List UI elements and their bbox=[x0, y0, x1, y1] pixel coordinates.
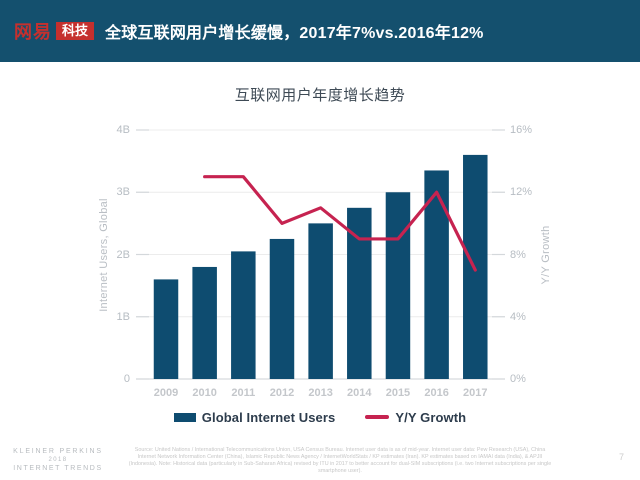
bar-swatch-icon bbox=[173, 412, 196, 422]
left-axis-tick: 2B bbox=[116, 248, 130, 261]
left-axis-tick: 4B bbox=[116, 124, 130, 136]
bar-2014 bbox=[347, 207, 372, 379]
bar-2011 bbox=[231, 251, 256, 379]
x-axis-year-2017: 2017 bbox=[463, 387, 488, 399]
legend-item-users: Global Internet Users bbox=[173, 409, 336, 425]
brand-line-3: INTERNET TRENDS bbox=[13, 465, 103, 472]
brand-line-2: 2018 bbox=[48, 457, 68, 463]
legend-item-growth: Y/Y Growth bbox=[365, 410, 466, 425]
netease-logo-text: 网易 bbox=[14, 22, 52, 42]
left-axis-tick: 1B bbox=[116, 310, 130, 323]
brand-line-1: KLEINER PERKINS bbox=[13, 448, 103, 455]
right-axis-tick: 12% bbox=[510, 186, 533, 199]
chart-title: 互联网用户年度增长趋势 bbox=[234, 87, 406, 104]
legend-label-growth: Y/Y Growth bbox=[395, 409, 467, 425]
bar-2015 bbox=[385, 192, 411, 379]
right-axis-tick: 4% bbox=[510, 310, 526, 323]
x-axis-year-2014: 2014 bbox=[347, 387, 372, 399]
chart-legend: Global Internet Users Y/Y Growth bbox=[0, 406, 640, 428]
legend-label-users: Global Internet Users bbox=[201, 409, 336, 425]
header-bar: 网易 科技 全球互联网用户增长缓慢，2017年7%vs.2016年12% bbox=[0, 0, 640, 62]
left-axis-tick: 3B bbox=[116, 186, 130, 199]
right-axis-tick: 8% bbox=[510, 248, 526, 261]
right-axis-tick: 16% bbox=[510, 124, 533, 136]
bar-2009 bbox=[153, 279, 179, 379]
source-note: Source: United Nations / International T… bbox=[128, 447, 552, 475]
x-axis-year-2009: 2009 bbox=[153, 387, 179, 399]
left-axis-tick: 0 bbox=[123, 373, 130, 385]
line-swatch-icon bbox=[365, 415, 390, 419]
growth-line bbox=[203, 175, 477, 272]
right-axis-tick: 0% bbox=[510, 373, 526, 385]
right-axis-title: Y/Y Growth bbox=[540, 225, 552, 285]
bar-2013 bbox=[308, 223, 333, 379]
bar-2010 bbox=[192, 266, 217, 379]
page-number: 7 bbox=[618, 452, 624, 462]
article-title: 全球互联网用户增长缓慢，2017年7%vs.2016年12% bbox=[105, 25, 484, 42]
x-axis-year-2011: 2011 bbox=[231, 387, 256, 399]
bar-2012 bbox=[269, 238, 295, 379]
kleiner-perkins-mark: KLEINER PERKINS 2018 INTERNET TRENDS bbox=[8, 448, 108, 472]
netease-tech-logo: 网易 科技 bbox=[14, 18, 95, 44]
tech-logo-badge: 科技 bbox=[56, 22, 95, 40]
x-axis-year-2015: 2015 bbox=[385, 387, 411, 399]
x-axis-year-2013: 2013 bbox=[308, 387, 333, 399]
left-axis-title: Internet Users, Global bbox=[98, 198, 110, 312]
x-axis-year-2010: 2010 bbox=[192, 387, 217, 399]
x-axis-year-2016: 2016 bbox=[424, 387, 449, 399]
x-axis-year-2012: 2012 bbox=[269, 387, 295, 399]
